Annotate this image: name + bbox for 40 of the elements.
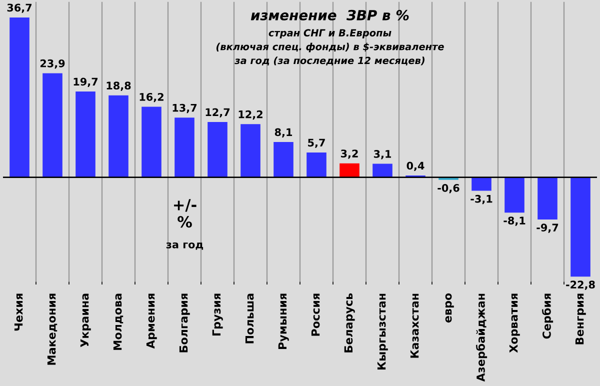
data-label: -0,6 — [438, 184, 460, 194]
x-tick-label: Азербайджан — [476, 294, 488, 382]
data-label: -8,1 — [504, 216, 526, 226]
data-label: 23,9 — [40, 59, 65, 69]
x-tick-label: Грузия — [212, 294, 223, 336]
data-label: 3,2 — [340, 150, 358, 159]
data-label: 12,7 — [206, 108, 230, 118]
annotation: +/- % — [174, 199, 196, 228]
chart-title: изменение ЗВР в % — [250, 10, 409, 20]
annotation: за год — [166, 242, 204, 250]
data-label: 18,8 — [106, 82, 131, 91]
x-tick-label: Украина — [80, 294, 91, 348]
data-label: 0,4 — [406, 162, 424, 171]
data-label: -22,8 — [566, 280, 595, 290]
text: стран СНГ и В.Европы (включая спец. фонды) в $-эквиваленте за год (за последние 12 месяцев) — [216, 29, 444, 66]
data-label: 16,2 — [140, 92, 164, 102]
data-label: 8,1 — [274, 128, 292, 138]
data-label: 5,7 — [308, 138, 325, 148]
data-label: 12,2 — [238, 110, 262, 120]
data-label: 3,1 — [374, 150, 392, 160]
data-label: 36,7 — [7, 4, 32, 13]
x-tick-label: Молдова — [113, 294, 124, 350]
data-label: -3,1 — [470, 194, 492, 204]
x-tick-label: Беларусь — [344, 293, 355, 352]
x-tick-label: Венгрия — [575, 294, 586, 344]
data-label: 13,7 — [172, 104, 197, 114]
x-tick-label: евро — [445, 293, 454, 323]
x-tick-label: Румыния — [278, 294, 289, 349]
data-label: 19,7 — [74, 78, 98, 87]
x-tick-label: Хорватия — [509, 294, 520, 353]
x-tick-label: Македония — [47, 294, 58, 365]
x-tick-label: Польша — [245, 294, 254, 344]
x-tick-label: Кыргызстан — [377, 294, 388, 370]
x-tick-label: Болгария — [179, 294, 190, 352]
x-tick-label: Армения — [146, 294, 157, 349]
data-label: -9,7 — [536, 224, 558, 233]
x-tick-label: Чехия — [14, 294, 23, 331]
x-tick-label: Сербия — [542, 294, 554, 339]
x-tick-label: Россия — [311, 294, 320, 336]
x-tick-label: Казахстан — [410, 294, 419, 358]
